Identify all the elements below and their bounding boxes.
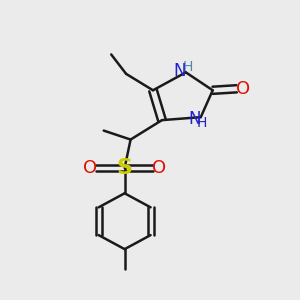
Text: N: N xyxy=(188,110,201,128)
Text: N: N xyxy=(173,62,186,80)
Text: H: H xyxy=(182,60,193,74)
Text: O: O xyxy=(236,80,250,98)
Text: H: H xyxy=(197,116,207,130)
Text: O: O xyxy=(82,159,97,177)
Text: O: O xyxy=(152,159,167,177)
Text: S: S xyxy=(117,158,133,178)
